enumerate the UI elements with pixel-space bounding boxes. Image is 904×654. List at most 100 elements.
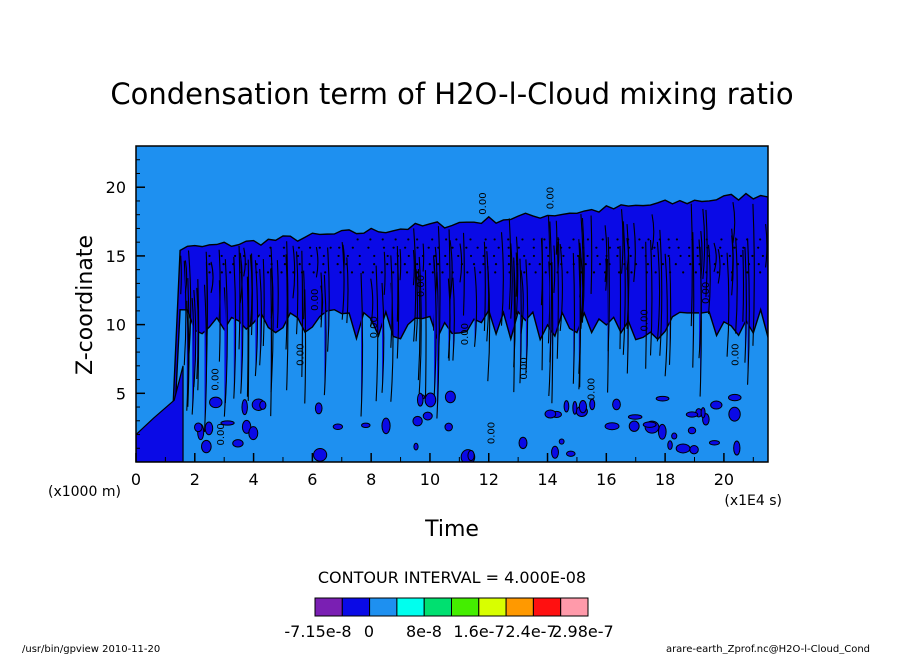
plume-contour <box>752 203 755 346</box>
contour-label: 0.00 <box>701 282 712 304</box>
plume-contour <box>270 267 274 319</box>
contour-dot <box>431 271 434 274</box>
contour-dot <box>572 238 575 241</box>
contour-dot <box>705 238 708 241</box>
contour-dot <box>380 271 383 274</box>
contour-dot <box>338 246 341 249</box>
contour-dot <box>627 238 630 241</box>
contour-dot <box>392 271 395 274</box>
contour-dot <box>497 246 500 249</box>
contour-dot <box>677 246 680 249</box>
contour-dot <box>742 246 745 249</box>
plume-contour <box>210 261 214 294</box>
surface-contour <box>687 426 697 435</box>
plume-contour <box>747 238 750 385</box>
contour-dot <box>584 263 587 266</box>
plume-contour <box>247 259 250 401</box>
contour-dot <box>373 254 376 258</box>
contour-dot <box>759 238 762 241</box>
contour-dot <box>386 263 389 266</box>
plume-contour <box>744 246 747 363</box>
contour-dot <box>445 238 448 241</box>
plume-contour <box>668 257 672 365</box>
plume-contour <box>572 253 576 384</box>
plume-contour <box>726 252 730 357</box>
contour-dot <box>373 263 376 266</box>
x-tick-label: 16 <box>596 470 616 489</box>
contour-dot <box>545 246 548 249</box>
contour-label: 0.00 <box>460 323 471 345</box>
plume-contour <box>717 249 721 284</box>
plume-contour <box>412 250 415 286</box>
contour-dot <box>484 246 488 249</box>
plume-contour <box>323 274 327 396</box>
x-tick-label: 10 <box>420 470 440 489</box>
plume-contour <box>700 231 703 279</box>
plume-contour <box>633 222 636 282</box>
contour-dot <box>455 238 458 241</box>
contour-dot <box>282 254 286 258</box>
contour-dot <box>386 254 389 258</box>
colorbar-label: 0 <box>364 622 374 641</box>
surface-contour <box>578 400 588 414</box>
contour-dot <box>751 254 754 258</box>
plume-contour <box>487 266 491 382</box>
surface-contour <box>467 450 475 462</box>
plume-contour <box>705 209 708 297</box>
plume-contour <box>551 262 554 404</box>
plume-contour <box>286 241 289 391</box>
contour-dot <box>298 263 301 266</box>
contour-dot <box>283 263 287 266</box>
plume-contour <box>399 248 402 281</box>
contour-dot <box>436 263 440 266</box>
footer-right: arare-earth_Zprof.nc@H2O-l-Cloud_Cond <box>666 644 870 654</box>
contour-dot <box>759 271 762 274</box>
contour-dot <box>720 254 723 258</box>
plume-contour <box>520 270 524 334</box>
plume-contour <box>184 260 188 293</box>
plume-contour <box>645 241 647 369</box>
surface-contour <box>241 419 252 434</box>
contour-field: 0.00 0.00 0.00 0.00 0.00 0.00 0.00 0.00 0.00 0.00… <box>136 187 768 462</box>
plume-contour <box>203 284 208 432</box>
contour-dot <box>508 271 511 274</box>
surface-contour <box>628 420 640 432</box>
contour-dot <box>653 246 656 249</box>
contour-dot <box>557 238 560 241</box>
contour-dot <box>240 271 243 274</box>
contour-dot <box>645 271 649 274</box>
plume-contour <box>607 237 610 352</box>
contour-dot <box>675 238 679 241</box>
contour-dot <box>494 271 497 274</box>
contour-dot <box>222 263 225 266</box>
plume-contour <box>555 220 558 255</box>
contour-dot <box>416 263 419 266</box>
y-tick-label: 10 <box>106 316 126 335</box>
y-axis: 5 10 15 20 <box>106 159 145 449</box>
contour-dot <box>523 254 526 258</box>
plume-contour <box>690 203 693 327</box>
plume-contour <box>193 290 197 388</box>
x-axis-label: Time <box>424 517 479 542</box>
y-unit-label: (x1000 m) <box>48 484 121 500</box>
plume-contour <box>692 232 695 368</box>
contour-dot <box>689 263 692 266</box>
plume-contour <box>433 259 437 399</box>
plume-contour <box>218 280 221 362</box>
contour-dot <box>494 263 498 266</box>
contour-dot <box>465 246 468 249</box>
contour-dot <box>568 246 571 249</box>
contour-dot <box>641 246 644 249</box>
surface-contour <box>604 422 620 431</box>
surface-contour <box>708 440 720 446</box>
contour-label: 0.00 <box>731 344 742 366</box>
contour-label: 0.00 <box>587 378 598 400</box>
x-tick-label: 0 <box>131 470 141 489</box>
plume-contour <box>656 241 661 342</box>
surface-contour <box>360 422 371 429</box>
plume-contour <box>360 273 364 417</box>
plume-contour <box>664 253 668 377</box>
contour-dot <box>441 271 444 274</box>
plume-contour <box>486 251 490 342</box>
